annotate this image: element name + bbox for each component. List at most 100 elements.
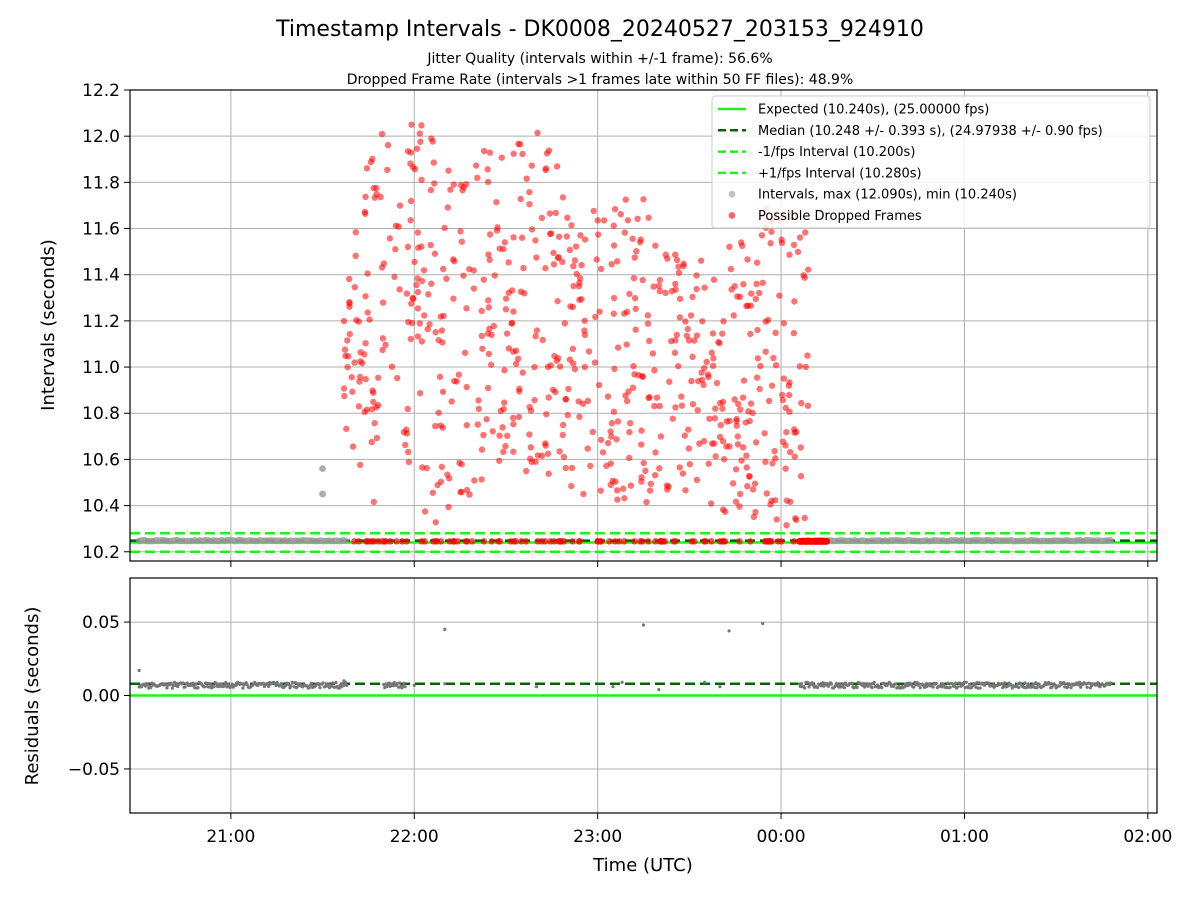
dropped-frame-point (505, 289, 513, 296)
dropped-frame-point (528, 226, 536, 233)
dropped-frame-point (439, 388, 447, 395)
dropped-frame-point (780, 320, 788, 327)
residuals-panel: −0.05 0.00 0.05 21:00 22:00 23:00 00:00 01:00 02… (68, 577, 1172, 847)
dropped-frame-point (527, 444, 535, 451)
dropped-frame-point (526, 200, 533, 208)
dropped-frame-point (407, 197, 415, 205)
dropped-frame-point (408, 300, 415, 307)
dropped-frame-point (357, 461, 364, 469)
dropped-frame-point (762, 458, 769, 466)
residual-point (294, 686, 299, 690)
dropped-frame-point (403, 538, 410, 545)
dropped-frame-point (697, 257, 705, 264)
dropped-frame-point (391, 273, 398, 281)
dropped-frame-point (407, 217, 414, 224)
dropped-frame-point (611, 205, 619, 213)
dropped-frame-point (592, 313, 599, 321)
figure-subtitle-2: Dropped Frame Rate (intervals >1 frames … (347, 72, 854, 88)
dropped-frame-point (773, 516, 780, 523)
residual-point (894, 682, 898, 686)
x-tick-label: 02:00 (1123, 827, 1172, 847)
residual-point (958, 681, 962, 685)
dropped-frame-point (694, 406, 701, 414)
dropped-frame-point (527, 455, 534, 462)
residual-point (829, 682, 834, 686)
dropped-frame-point (790, 329, 798, 337)
dropped-frame-point (518, 234, 526, 241)
dropped-frame-point (564, 214, 571, 221)
residual-point (946, 681, 950, 685)
dropped-frame-point (427, 186, 435, 194)
residual-point (202, 685, 207, 689)
dropped-frame-point (688, 377, 695, 385)
legend-label: Median (10.248 +/- 0.393 s), (24.97938 +… (758, 124, 1103, 139)
dropped-frame-point (739, 444, 747, 451)
y-tick-label: 12.0 (82, 127, 120, 147)
dropped-frame-point (450, 538, 458, 545)
dropped-frame-point (622, 196, 629, 203)
dropped-frame-point (675, 263, 682, 270)
residual-point (309, 681, 314, 685)
residual-point (918, 686, 922, 690)
dropped-frame-point (657, 433, 665, 440)
dropped-frame-point (504, 432, 511, 440)
dropped-frame-point (478, 332, 486, 340)
dropped-frame-point (712, 453, 719, 460)
dropped-frame-point (652, 538, 659, 545)
residual-point (412, 683, 416, 687)
y-tick-label: 11.6 (82, 220, 120, 240)
dropped-frame-point (371, 194, 379, 201)
residual-point (223, 683, 227, 687)
dropped-frame-point (343, 425, 350, 433)
dropped-frame-point (595, 538, 602, 545)
dropped-frame-point (556, 448, 563, 455)
dropped-frame-point (438, 327, 446, 334)
residual-point (1069, 686, 1073, 690)
dropped-frame-point (404, 405, 411, 413)
residual-point (165, 686, 169, 690)
dropped-frame-point (408, 121, 415, 128)
dropped-frame-point (610, 294, 618, 302)
dropped-frame-point (621, 538, 628, 545)
dropped-frame-point (534, 129, 541, 137)
dropped-frame-point (740, 377, 748, 384)
dropped-frame-point (370, 398, 377, 406)
dropped-frame-point (564, 411, 571, 419)
dropped-frame-point (671, 349, 679, 356)
residual-point (1035, 686, 1039, 690)
residual-point (1078, 680, 1082, 684)
dropped-frame-point (778, 236, 785, 243)
residual-point (620, 680, 624, 684)
intervals-panel: 10.2 10.4 10.6 10.8 11.0 11.2 11.4 11.6 11.8 12.0… (82, 81, 1158, 567)
residual-point (331, 681, 335, 685)
dropped-frame-point (462, 538, 470, 545)
dropped-frame-point (349, 388, 356, 395)
dropped-frame-point (502, 295, 510, 302)
dropped-frame-point (432, 519, 439, 526)
dropped-frame-point (661, 538, 669, 545)
dropped-frame-point (416, 389, 424, 397)
dropped-frame-point (685, 337, 693, 344)
dropped-frame-point (624, 217, 632, 224)
dropped-frame-point (379, 335, 387, 342)
dropped-frame-point (768, 228, 775, 235)
dropped-frame-point (779, 391, 786, 399)
dropped-frame-point (756, 385, 763, 393)
dropped-frame-point (693, 332, 701, 339)
dropped-frame-point (555, 233, 563, 240)
dropped-frame-point (673, 256, 681, 264)
dropped-frame-point (763, 490, 770, 497)
dropped-frame-point (366, 316, 373, 323)
dropped-frame-point (480, 276, 487, 283)
dropped-frame-point (470, 285, 478, 292)
dropped-frame-point (386, 235, 394, 242)
residual-point (279, 682, 284, 687)
dropped-frame-point (791, 453, 798, 460)
dropped-frame-point (550, 261, 558, 268)
residual-point (1096, 681, 1100, 685)
dropped-frame-point (458, 238, 466, 245)
dropped-frame-point (747, 330, 754, 338)
dropped-frame-point (484, 178, 492, 186)
dropped-frame-point (638, 538, 646, 545)
dropped-frame-point (515, 140, 522, 148)
